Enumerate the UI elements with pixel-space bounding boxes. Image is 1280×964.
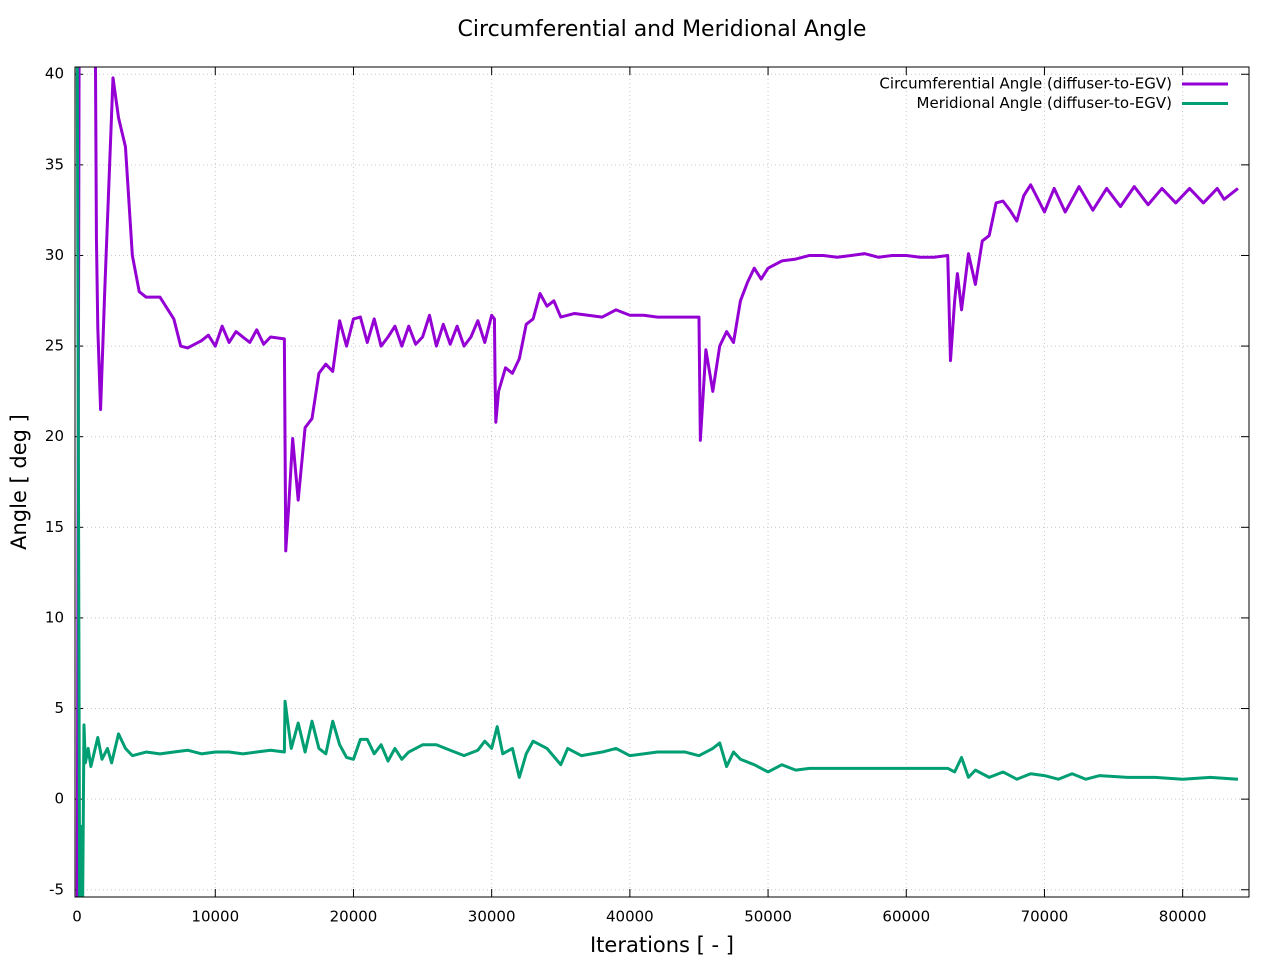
x-tick-label: 40000 <box>606 908 654 926</box>
y-tick-label: 10 <box>45 608 64 626</box>
chart-title: Circumferential and Meridional Angle <box>458 17 867 42</box>
series-line <box>75 67 1239 897</box>
grid: -5 0 5 10 15 20 25 30 35 40 0 10000 20000 30000 40000 5… <box>45 65 1249 926</box>
y-tick-label: 25 <box>45 337 64 355</box>
y-tick-label: 5 <box>54 699 64 717</box>
series-line <box>75 67 1239 897</box>
legend-label: Circumferential Angle (diffuser-to-EGV) <box>879 75 1172 93</box>
y-tick-label: 35 <box>45 155 64 173</box>
plot-frame <box>74 66 1250 898</box>
x-axis-label: Iterations [ - ] <box>590 933 734 957</box>
plot-lines <box>75 67 1239 897</box>
legend: Circumferential Angle (diffuser-to-EGV)M… <box>879 75 1228 112</box>
y-tick-label: 20 <box>45 427 64 445</box>
y-tick-label: 0 <box>54 790 64 808</box>
y-tick-label: 30 <box>45 246 64 264</box>
y-tick-label: -5 <box>49 880 64 898</box>
x-tick-label: 20000 <box>330 908 378 926</box>
y-tick-label: 15 <box>45 518 64 536</box>
x-tick-label: 60000 <box>882 908 930 926</box>
x-tick-label: 30000 <box>468 908 516 926</box>
x-tick-label: 70000 <box>1021 908 1069 926</box>
x-tick-label: 50000 <box>744 908 792 926</box>
y-tick-label: 40 <box>45 65 64 83</box>
legend-label: Meridional Angle (diffuser-to-EGV) <box>917 94 1172 112</box>
x-tick-label: 0 <box>72 908 82 926</box>
y-axis-label: Angle [ deg ] <box>7 414 31 550</box>
x-tick-label: 10000 <box>191 908 239 926</box>
x-tick-label: 80000 <box>1159 908 1207 926</box>
